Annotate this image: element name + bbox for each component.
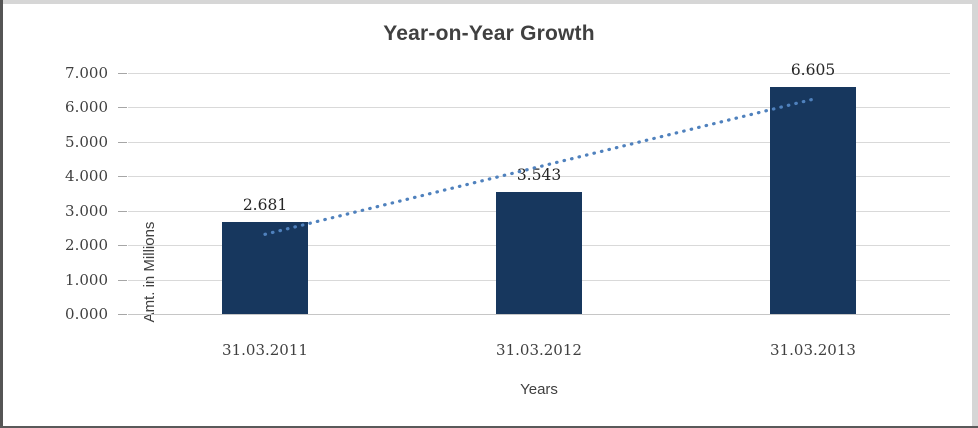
y-tick-label: 3.000 <box>65 202 108 220</box>
gridline <box>128 142 950 143</box>
y-tick-label: 4.000 <box>65 167 108 185</box>
chart-title: Year-on-Year Growth <box>383 22 595 45</box>
y-axis-tickmark <box>118 211 127 212</box>
frame-edge-top <box>0 0 978 4</box>
y-tick-label: 0.000 <box>65 305 108 323</box>
x-category-label: 31.03.2012 <box>496 341 582 359</box>
y-axis-tickmark <box>118 280 127 281</box>
bar <box>222 222 308 314</box>
gridline <box>128 176 950 177</box>
y-axis-tickmark <box>118 107 127 108</box>
x-axis-line <box>128 314 950 315</box>
y-axis-tickmark <box>118 314 127 315</box>
frame-edge-left <box>0 0 3 428</box>
x-category-label: 31.03.2013 <box>770 341 856 359</box>
frame-edge-bottom <box>0 426 978 428</box>
bar <box>770 87 856 314</box>
bar <box>496 192 582 314</box>
plot-area: Amt. in Millions 0.000 1.000 2.000 3.000 4.0… <box>65 61 950 323</box>
y-axis-tickmark <box>118 73 127 74</box>
x-category-label: 31.03.2011 <box>222 341 308 359</box>
y-axis-tickmark <box>118 176 127 177</box>
y-tick-label: 5.000 <box>65 133 108 151</box>
x-axis-title: Years <box>520 381 558 398</box>
y-tick-label: 2.000 <box>65 236 108 254</box>
gridline <box>128 73 950 74</box>
y-tick-label: 7.000 <box>65 64 108 82</box>
y-axis-tickmark <box>118 245 127 246</box>
gridline <box>128 107 950 108</box>
frame-edge-right <box>972 0 978 428</box>
bar-value-label: 6.605 <box>790 61 836 79</box>
y-axis-tickmark <box>118 142 127 143</box>
y-tick-label: 1.000 <box>65 271 108 289</box>
y-tick-label: 6.000 <box>65 98 108 116</box>
bar-value-label: 2.681 <box>242 196 288 214</box>
trendline <box>263 97 815 236</box>
